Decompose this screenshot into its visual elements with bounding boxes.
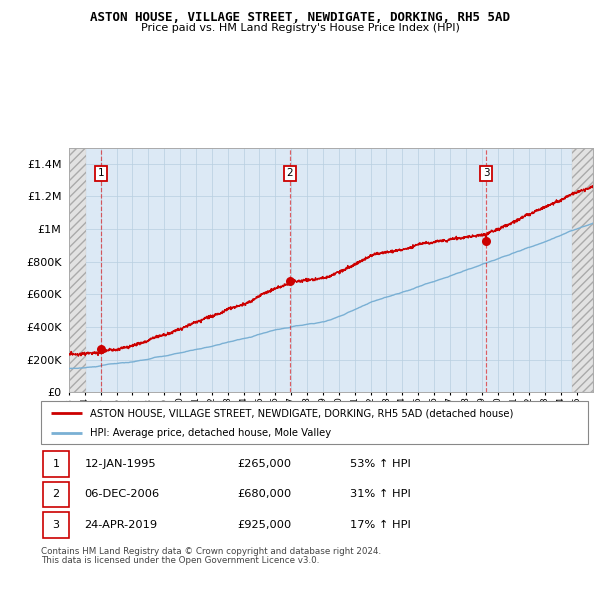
Text: 3: 3 [53, 520, 59, 530]
Text: Contains HM Land Registry data © Crown copyright and database right 2024.: Contains HM Land Registry data © Crown c… [41, 548, 381, 556]
Text: 1: 1 [53, 459, 59, 468]
Text: 2: 2 [287, 168, 293, 178]
Text: ASTON HOUSE, VILLAGE STREET, NEWDIGATE, DORKING, RH5 5AD (detached house): ASTON HOUSE, VILLAGE STREET, NEWDIGATE, … [90, 408, 514, 418]
Text: 17% ↑ HPI: 17% ↑ HPI [350, 520, 411, 530]
Text: 24-APR-2019: 24-APR-2019 [85, 520, 158, 530]
Text: 12-JAN-1995: 12-JAN-1995 [85, 459, 156, 468]
FancyBboxPatch shape [43, 512, 69, 538]
Bar [69, 148, 86, 392]
Text: £680,000: £680,000 [238, 490, 292, 499]
Text: This data is licensed under the Open Government Licence v3.0.: This data is licensed under the Open Gov… [41, 556, 319, 565]
Text: £925,000: £925,000 [238, 520, 292, 530]
Text: 06-DEC-2006: 06-DEC-2006 [85, 490, 160, 499]
FancyBboxPatch shape [41, 401, 588, 444]
Text: 2: 2 [53, 490, 59, 499]
Text: ASTON HOUSE, VILLAGE STREET, NEWDIGATE, DORKING, RH5 5AD: ASTON HOUSE, VILLAGE STREET, NEWDIGATE, … [90, 11, 510, 24]
Bar [572, 148, 593, 392]
Text: 53% ↑ HPI: 53% ↑ HPI [350, 459, 411, 468]
Text: £265,000: £265,000 [238, 459, 292, 468]
Text: 1: 1 [98, 168, 104, 178]
Text: 3: 3 [483, 168, 490, 178]
Text: 31% ↑ HPI: 31% ↑ HPI [350, 490, 411, 499]
FancyBboxPatch shape [43, 451, 69, 477]
Text: Price paid vs. HM Land Registry's House Price Index (HPI): Price paid vs. HM Land Registry's House … [140, 23, 460, 33]
Text: HPI: Average price, detached house, Mole Valley: HPI: Average price, detached house, Mole… [90, 428, 331, 438]
FancyBboxPatch shape [43, 481, 69, 507]
